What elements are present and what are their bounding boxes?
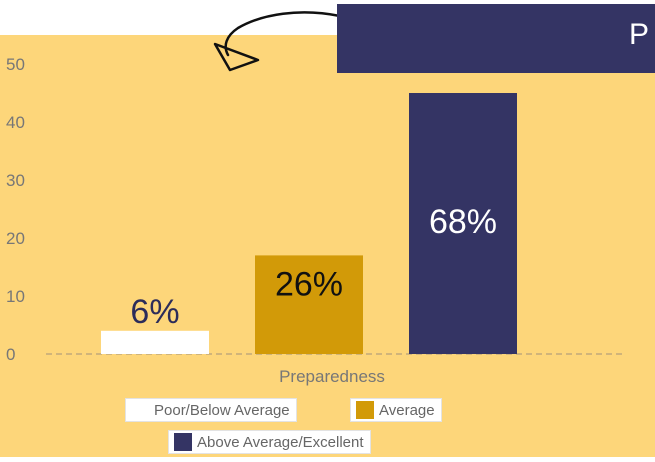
data-label-average: 26%: [275, 265, 343, 303]
legend-swatch-average: [356, 401, 374, 419]
y-tick-label: 30: [6, 171, 25, 190]
legend-label-poor: Poor/Below Average: [154, 401, 290, 419]
x-axis-label: Preparedness: [279, 367, 385, 386]
y-tick-label: 20: [6, 229, 25, 248]
bars: [101, 93, 517, 354]
legend-item-poor: Poor/Below Average: [125, 398, 297, 422]
data-labels: 6% 26% 68%: [130, 203, 497, 331]
legend-swatch-poor: [131, 401, 149, 419]
legend-item-average: Average: [350, 398, 442, 422]
bar-excellent: [409, 93, 517, 354]
y-tick-label: 10: [6, 287, 25, 306]
bar-average: [255, 255, 363, 354]
data-label-poor: 6%: [130, 293, 179, 331]
legend-label-average: Average: [379, 401, 435, 419]
bar-poor: [101, 330, 209, 354]
curved-arrow-icon: [213, 11, 342, 72]
chart-background: [0, 35, 655, 457]
y-tick-label: 50: [6, 55, 25, 74]
y-tick-label: 0: [6, 345, 15, 364]
legend-label-excellent: Above Average/Excellent: [197, 433, 364, 451]
banner-text: P: [629, 18, 650, 51]
y-axis: 0 10 20 30 40 50: [6, 55, 25, 364]
legend-item-excellent: Above Average/Excellent: [168, 430, 371, 454]
y-tick-label: 40: [6, 113, 25, 132]
legend-swatch-excellent: [174, 433, 192, 451]
title-banner: P: [337, 4, 655, 73]
data-label-excellent: 68%: [429, 203, 497, 241]
